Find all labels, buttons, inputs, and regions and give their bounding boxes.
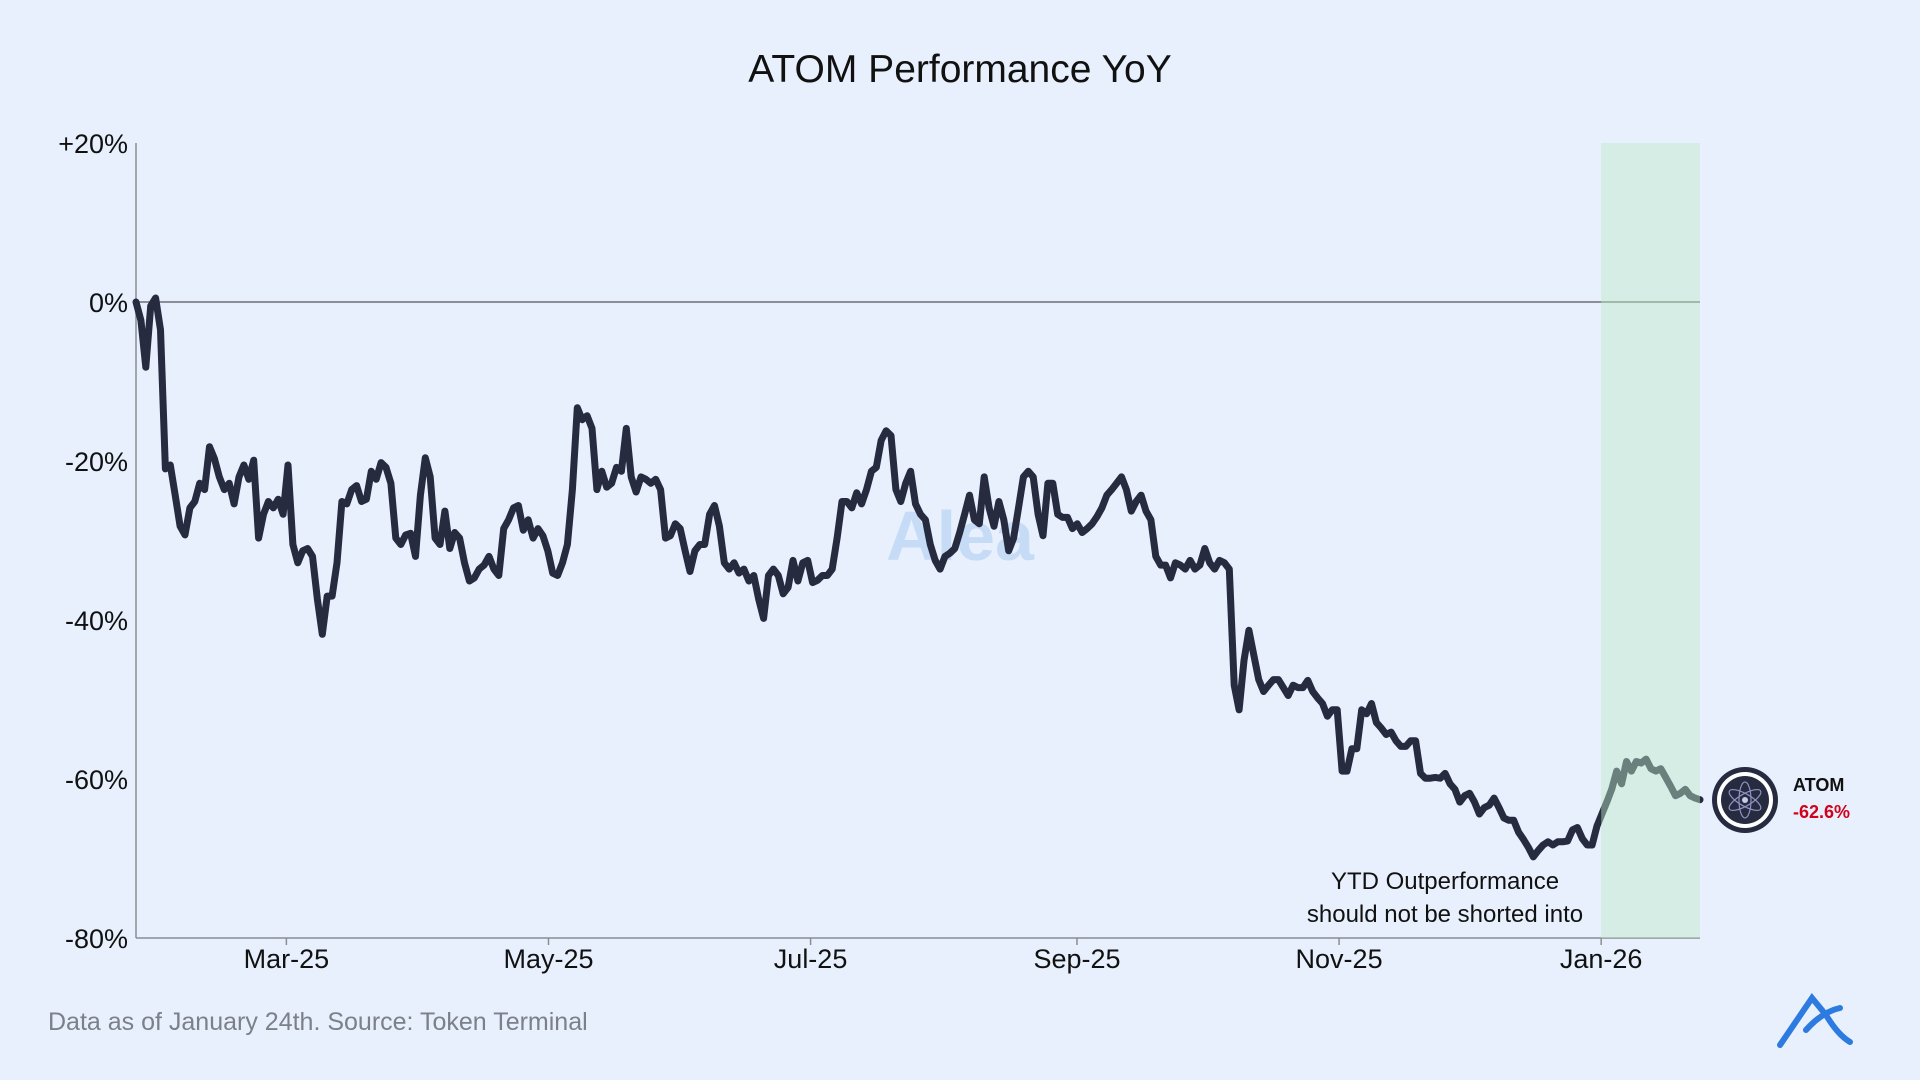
chart-title: ATOM Performance YoY xyxy=(748,48,1171,91)
alea-logo xyxy=(1777,993,1853,1048)
legend-asset-label: ATOM xyxy=(1793,775,1844,795)
footer-source: Data as of January 24th. Source: Token T… xyxy=(48,1008,588,1036)
series-line-atom xyxy=(132,294,1704,861)
x-tick-label: Mar-25 xyxy=(244,944,330,974)
x-tick-label: May-25 xyxy=(503,944,593,974)
x-tick-label: Sep-25 xyxy=(1033,944,1120,974)
annotation-line-2: should not be shorted into xyxy=(1307,901,1583,928)
legend-asset-value: -62.6% xyxy=(1793,802,1850,822)
x-tick-label: Jan-26 xyxy=(1560,944,1643,974)
annotation-line-1: YTD Outperformance xyxy=(1331,868,1559,895)
y-tick-label: 0% xyxy=(89,288,128,318)
x-tick-label: Jul-25 xyxy=(774,944,848,974)
y-tick-label: -20% xyxy=(65,447,128,477)
ytd-highlight-region xyxy=(1601,143,1700,938)
y-tick-label: -80% xyxy=(65,924,128,954)
x-tick-label: Nov-25 xyxy=(1296,944,1383,974)
x-axis: Mar-25 May-25 Jul-25 Sep-25 Nov-25 Jan-26 xyxy=(244,938,1643,974)
y-tick-label: +20% xyxy=(58,129,128,159)
y-tick-label: -60% xyxy=(65,765,128,795)
y-tick-label: -40% xyxy=(65,606,128,636)
y-axis: +20% 0% -20% -40% -60% -80% xyxy=(58,129,128,954)
cosmos-atom-icon xyxy=(1712,767,1778,833)
